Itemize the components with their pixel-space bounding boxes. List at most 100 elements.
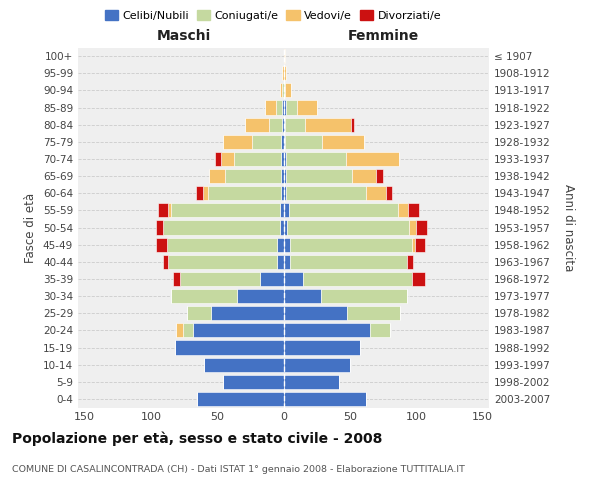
Bar [284,255,290,269]
Bar [171,204,280,218]
Bar [282,100,284,114]
Bar [275,100,282,114]
Bar [284,375,339,389]
Bar [322,135,364,149]
Bar [168,255,277,269]
Bar [221,152,235,166]
Bar [284,340,361,354]
Text: COMUNE DI CASALINCONTRADA (CH) - Dati ISTAT 1° gennaio 2008 - Elaborazione TUTTI: COMUNE DI CASALINCONTRADA (CH) - Dati IS… [12,466,465,474]
Bar [287,220,409,234]
Bar [187,306,211,320]
Bar [346,152,399,166]
Bar [269,118,282,132]
Y-axis label: Anni di nascita: Anni di nascita [562,184,575,271]
Bar [171,289,237,303]
Bar [284,324,370,338]
Bar [281,186,284,200]
Bar [284,100,286,114]
Bar [284,186,286,200]
Bar [408,204,419,218]
Bar [163,220,280,234]
Bar [180,272,260,286]
Bar [286,100,297,114]
Bar [245,118,269,132]
Text: Popolazione per età, sesso e stato civile - 2008: Popolazione per età, sesso e stato civil… [12,431,382,446]
Bar [289,204,398,218]
Bar [284,238,290,252]
Bar [282,118,284,132]
Bar [412,272,425,286]
Bar [223,375,284,389]
Bar [282,66,284,80]
Bar [305,118,351,132]
Bar [415,238,425,252]
Bar [197,392,284,406]
Bar [370,324,389,338]
Bar [176,324,183,338]
Bar [284,358,350,372]
Bar [297,100,317,114]
Bar [163,255,168,269]
Bar [204,358,284,372]
Bar [281,152,284,166]
Bar [284,84,285,98]
Bar [284,152,286,166]
Bar [290,255,407,269]
Bar [284,169,286,183]
Bar [277,255,284,269]
Bar [376,169,383,183]
Bar [412,238,415,252]
Bar [284,392,366,406]
Bar [398,204,408,218]
Bar [285,84,292,98]
Bar [320,289,407,303]
Bar [284,204,289,218]
Bar [352,169,376,183]
Bar [193,324,284,338]
Bar [265,100,275,114]
Bar [203,186,208,200]
Bar [280,84,282,98]
Bar [208,186,281,200]
Bar [347,306,400,320]
Bar [280,220,284,234]
Bar [156,238,167,252]
Bar [285,118,305,132]
Bar [286,169,352,183]
Bar [284,220,287,234]
Bar [175,340,284,354]
Bar [286,152,346,166]
Bar [284,118,285,132]
Bar [225,169,281,183]
Bar [277,238,284,252]
Bar [290,238,412,252]
Bar [251,135,281,149]
Bar [284,306,347,320]
Bar [366,186,386,200]
Y-axis label: Fasce di età: Fasce di età [25,192,37,262]
Bar [237,289,284,303]
Bar [386,186,392,200]
Bar [156,220,163,234]
Bar [173,272,180,286]
Bar [282,84,284,98]
Bar [409,220,416,234]
Bar [285,135,322,149]
Bar [167,238,277,252]
Bar [284,289,320,303]
Bar [158,204,168,218]
Bar [304,272,412,286]
Bar [351,118,354,132]
Bar [284,49,285,63]
Bar [235,152,281,166]
Bar [223,135,251,149]
Bar [196,186,203,200]
Bar [209,169,225,183]
Bar [281,169,284,183]
Bar [284,272,304,286]
Bar [281,135,284,149]
Bar [416,220,427,234]
Bar [168,204,171,218]
Bar [284,66,286,80]
Bar [286,186,366,200]
